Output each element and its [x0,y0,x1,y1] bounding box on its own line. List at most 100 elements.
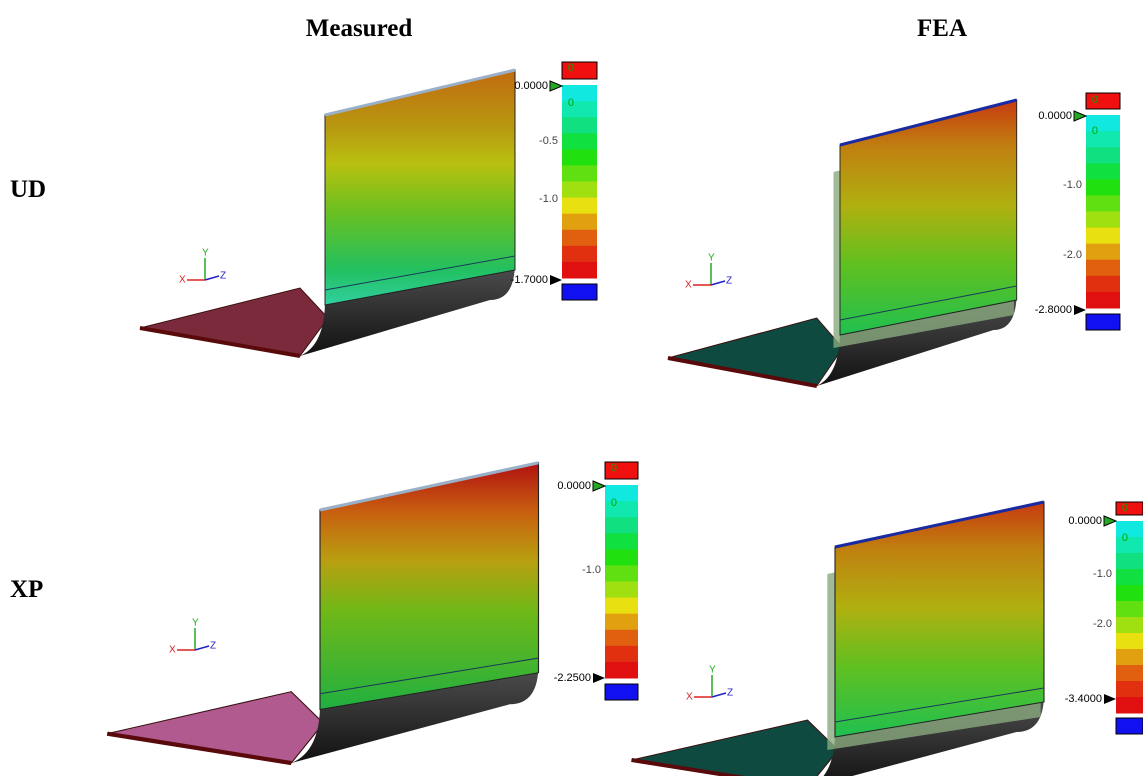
floor-edge [139,326,301,358]
bend [300,262,515,356]
scale-band [562,181,597,199]
scale-band [1116,649,1143,666]
wall [319,462,540,711]
marker [592,480,607,492]
axis-z [204,275,220,281]
axis-label: X [685,280,692,291]
scale-marker-label: -2.2500 [554,672,591,684]
row-label: XP [10,576,43,603]
scale-band [1086,243,1120,261]
axis-z [710,280,726,286]
scale-band [562,197,597,215]
row-label: UD [10,176,46,203]
scale-min-box [561,283,598,301]
wall-top-edge [839,98,1018,147]
scale-band [605,645,638,663]
scale-band [605,485,638,502]
axis-label: Y [192,618,199,629]
scale-tick-label: -1.0 [539,193,558,205]
specimen [667,98,1018,388]
specimen [139,68,516,358]
axis-label: Z [220,271,226,282]
axis-label: Z [727,688,733,699]
scale-marker-label: -2.8000 [1035,304,1072,316]
scale-band [1086,259,1120,277]
axis-label: Y [709,665,716,676]
axis-label: Y [202,248,209,259]
scale-band [605,629,638,647]
floor [631,719,840,776]
scale-min-box [1085,313,1121,331]
scale-band [605,613,638,631]
specimen [106,461,540,766]
floor-edge [667,356,818,388]
scale-marker-label: -3.4000 [1065,693,1102,705]
scale-band [562,165,597,182]
wall-line [839,285,1017,321]
scale-marker-label: -1.7000 [511,274,548,286]
axis-label: Y [708,253,715,264]
marker [549,80,564,92]
specimen [631,500,1045,776]
scale-band [1116,681,1143,698]
marker [1104,694,1116,704]
scale-band [605,549,638,566]
scale-label: 0 [1122,532,1128,544]
wall [834,501,1045,738]
scale-label: 0 [568,97,574,109]
scale-band [1116,617,1143,634]
scale-band [605,533,638,550]
column-header: FEA [917,15,967,42]
scale-band [1116,601,1143,618]
wall [324,69,516,306]
marker [1074,305,1086,315]
scale-band [1086,227,1120,245]
scale-band [562,117,597,134]
axis-z [711,692,727,698]
floor-edge [106,731,292,766]
scale-band [1086,115,1120,132]
scale-band [1086,131,1120,148]
axis-label: Z [210,641,216,652]
bend [291,664,539,764]
axis-label: Z [726,276,732,287]
scale-band [1086,195,1120,212]
scale-min-box [1115,717,1143,735]
scale-band [605,517,638,534]
scale-band [1086,291,1120,309]
scale-band [1086,179,1120,196]
floor-edge [631,758,745,776]
scale-band [1116,553,1143,570]
scale-tick-label: -2.0 [1093,618,1112,630]
scale-band [562,245,597,263]
scale-max-box [604,461,639,480]
wall [839,99,1018,336]
scale-label: 0 [611,462,617,474]
scale-band [1116,569,1143,586]
scale-band [1086,163,1120,180]
scale-max-box [561,61,598,80]
marker [1073,110,1088,122]
wall-line [834,687,1045,723]
scale-band [605,501,638,518]
scale-label: 0 [1122,502,1128,514]
scale-band [562,261,597,279]
scale-tick-label: -1.0 [1093,568,1112,580]
scale-band [1116,633,1143,650]
scale-band [1116,665,1143,682]
wall-top-edge [834,500,1045,549]
scale-band [605,661,638,679]
scale-tick-label: -1.0 [582,564,601,576]
scale-tick-label: -2.0 [1063,249,1082,261]
axis-z [194,645,210,651]
marker [1103,515,1118,527]
marker [593,673,605,683]
scale-max-box [1085,92,1121,110]
scale-tick-label: -0.5 [539,135,558,147]
scale-band [1116,537,1143,554]
scale-band [1086,211,1120,229]
wall-top-edge [324,68,516,117]
scale-band [1116,585,1143,602]
wall-line [324,255,516,291]
axis-label: X [179,275,186,286]
